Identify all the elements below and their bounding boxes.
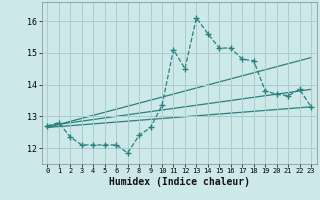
X-axis label: Humidex (Indice chaleur): Humidex (Indice chaleur) [109, 177, 250, 187]
